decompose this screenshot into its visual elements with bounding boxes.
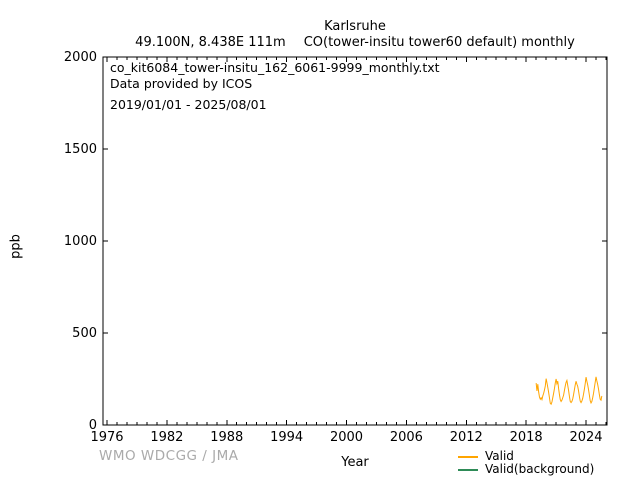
y-tick-label: 2000 <box>63 50 97 65</box>
y-tick-label: 1500 <box>63 142 97 157</box>
x-tick-label: 2018 <box>509 430 543 445</box>
chart-header: Karlsruhe 49.100N, 8.438E 111m CO(tower-i… <box>103 19 607 51</box>
chart-legend: Valid Valid(background) <box>458 450 594 476</box>
plot-annotations: co_kit6084_tower-insitu_162_6061-9999_mo… <box>110 60 440 113</box>
y-tick-label: 500 <box>72 326 97 341</box>
data-period: 2019/01/01 - 2025/08/01 <box>110 97 267 112</box>
source-filename: co_kit6084_tower-insitu_162_6061-9999_mo… <box>110 60 440 75</box>
y-tick-label: 1000 <box>63 234 97 249</box>
y-axis-label: ppb <box>8 234 24 259</box>
series-line-valid <box>535 376 603 406</box>
x-tick-label: 1982 <box>150 430 184 445</box>
x-tick-label: 2006 <box>389 430 423 445</box>
chart-subtitle: 49.100N, 8.438E 111m CO(tower-insitu towe… <box>103 35 607 51</box>
x-tick-label: 1988 <box>210 430 244 445</box>
x-axis-label: Year <box>341 455 369 470</box>
legend-item-valid: Valid <box>458 450 594 463</box>
x-tick-label: 2000 <box>329 430 364 445</box>
x-tick-label: 2012 <box>449 430 483 445</box>
data-provider: Data provided by ICOS <box>110 76 253 91</box>
y-tick-label: 0 <box>88 418 97 433</box>
watermark-text: WMO WDCGG / JMA <box>99 448 239 464</box>
station-coordinates: 49.100N, 8.438E 111m <box>135 35 286 50</box>
x-tick-label: 2024 <box>569 430 603 445</box>
station-title: Karlsruhe <box>324 19 386 34</box>
legend-item-valid-background: Valid(background) <box>458 463 594 476</box>
dataset-name: CO(tower-insitu tower60 default) monthly <box>303 35 575 50</box>
x-tick-label: 1976 <box>90 430 124 445</box>
legend-label-valid: Valid <box>485 449 514 463</box>
valid-line-swatch <box>458 455 478 458</box>
legend-label-valid-background: Valid(background) <box>485 462 595 476</box>
valid-background-line-swatch <box>458 468 478 471</box>
x-tick-label: 1994 <box>270 430 304 445</box>
